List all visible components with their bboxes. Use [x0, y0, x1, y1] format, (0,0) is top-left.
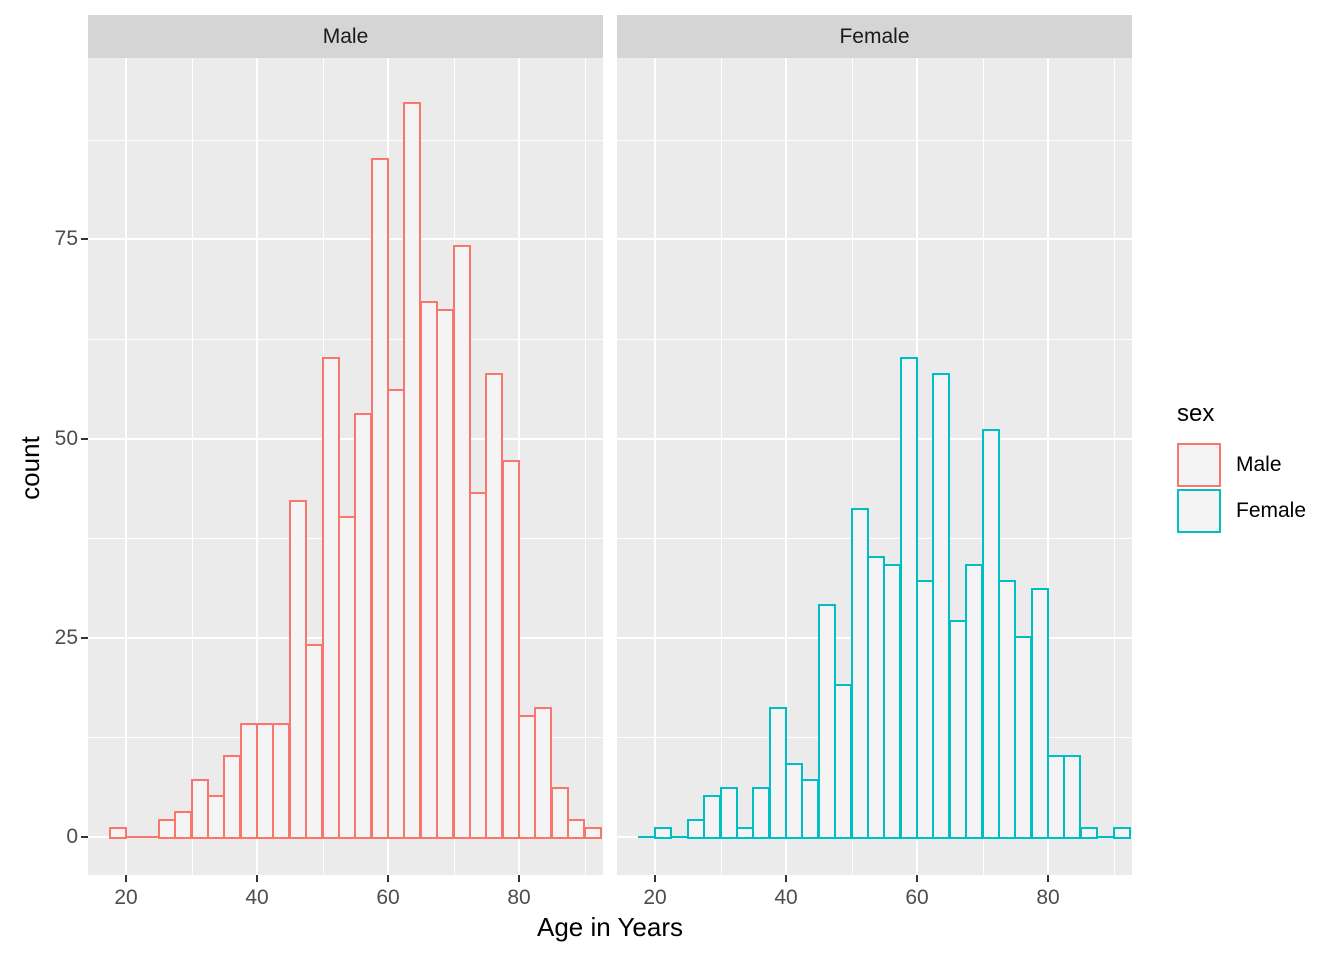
panel-male [88, 58, 603, 875]
facet-strip-male: Male [88, 15, 603, 58]
x-tick-label: 20 [643, 886, 667, 909]
histogram-bar [883, 564, 901, 839]
gridline-minor-y [88, 140, 603, 141]
histogram-bar [932, 373, 950, 839]
facet-strip-female-label: Female [839, 24, 910, 48]
gridline-minor-x [585, 58, 586, 875]
y-tick-label: 50 [54, 427, 78, 450]
gridline-major-y [88, 238, 603, 240]
histogram-zero-bin-line [125, 836, 143, 838]
x-tick-mark [256, 875, 258, 882]
x-tick-mark [387, 875, 389, 882]
panel-female [617, 58, 1132, 875]
x-axis-title: Age in Years [536, 912, 683, 942]
y-tick-mark [81, 438, 88, 440]
gridline-minor-y [617, 339, 1132, 340]
histogram-bar [752, 787, 770, 839]
x-tick-label: 60 [905, 886, 929, 909]
x-tick-label: 20 [114, 886, 138, 909]
y-tick-label: 0 [66, 825, 78, 848]
legend-entry: Female [1177, 489, 1342, 533]
histogram-bar [502, 460, 520, 839]
gridline-major-x [125, 58, 127, 875]
histogram-bar [551, 787, 569, 839]
gridline-major-x [654, 58, 656, 875]
gridline-minor-y [617, 538, 1132, 539]
histogram-bar [272, 723, 290, 839]
gridline-major-x [1047, 58, 1049, 875]
y-tick-mark [81, 637, 88, 639]
legend-entry-label: Female [1236, 499, 1307, 522]
histogram-zero-bin-line [638, 836, 656, 838]
histogram-bar [109, 827, 127, 839]
gridline-major-y [617, 238, 1132, 240]
gridline-minor-y [617, 140, 1132, 141]
legend-entries: Male Female [1177, 443, 1342, 533]
legend-title: sex [1177, 400, 1215, 427]
gridline-major-y [617, 438, 1132, 440]
legend: sex Male Female [1177, 400, 1342, 535]
histogram-bar [1031, 588, 1049, 839]
legend-entry-label: Male [1236, 453, 1282, 476]
gridline-minor-x [852, 58, 853, 875]
histogram-bar [1063, 755, 1081, 839]
y-tick-label: 25 [54, 626, 78, 649]
histogram-bar [567, 819, 585, 839]
histogram-zero-bin-line [670, 836, 688, 838]
histogram-bar [1080, 827, 1098, 839]
histogram-bar [403, 102, 421, 839]
x-tick-label: 80 [507, 886, 531, 909]
histogram-zero-bin-line [141, 836, 159, 838]
gridline-major-x [785, 58, 787, 875]
x-tick-label: 80 [1036, 886, 1060, 909]
histogram-bar [534, 707, 552, 839]
x-tick-mark [125, 875, 127, 882]
histogram-bar [305, 644, 323, 839]
gridline-minor-x [192, 58, 193, 875]
gridline-minor-x [1114, 58, 1115, 875]
histogram-bar [436, 309, 454, 839]
x-tick-mark [916, 875, 918, 882]
histogram-bar [1113, 827, 1131, 839]
gridline-minor-y [88, 339, 603, 340]
x-tick-mark [518, 875, 520, 882]
y-axis-title: count [15, 436, 45, 500]
gridline-major-x [256, 58, 258, 875]
facet-strip-male-label: Male [322, 24, 369, 48]
histogram-bar [584, 827, 602, 839]
histogram-bar [703, 795, 721, 839]
x-tick-label: 40 [774, 886, 798, 909]
x-tick-mark [1047, 875, 1049, 882]
legend-entry: Male [1177, 443, 1342, 487]
facet-strip-female: Female [617, 15, 1132, 58]
histogram-bar [174, 811, 192, 839]
gridline-major-y [88, 438, 603, 440]
legend-key-female-swatch [1177, 489, 1221, 533]
x-tick-mark [654, 875, 656, 882]
histogram-bar [834, 684, 852, 839]
histogram-bar [354, 413, 372, 839]
histogram-bar [485, 373, 503, 839]
x-tick-label: 40 [245, 886, 269, 909]
histogram-bar [223, 755, 241, 839]
y-tick-label: 75 [54, 227, 78, 250]
legend-key-male-swatch [1177, 443, 1221, 487]
histogram-bar [720, 787, 738, 839]
histogram-bar [801, 779, 819, 839]
histogram-zero-bin-line [1096, 836, 1114, 838]
y-tick-mark [81, 238, 88, 240]
histogram-bar [965, 564, 983, 839]
gridline-minor-x [721, 58, 722, 875]
x-tick-label: 60 [376, 886, 400, 909]
y-tick-mark [81, 836, 88, 838]
histogram-bar [654, 827, 672, 839]
histogram-bar [1014, 636, 1032, 839]
x-tick-mark [785, 875, 787, 882]
